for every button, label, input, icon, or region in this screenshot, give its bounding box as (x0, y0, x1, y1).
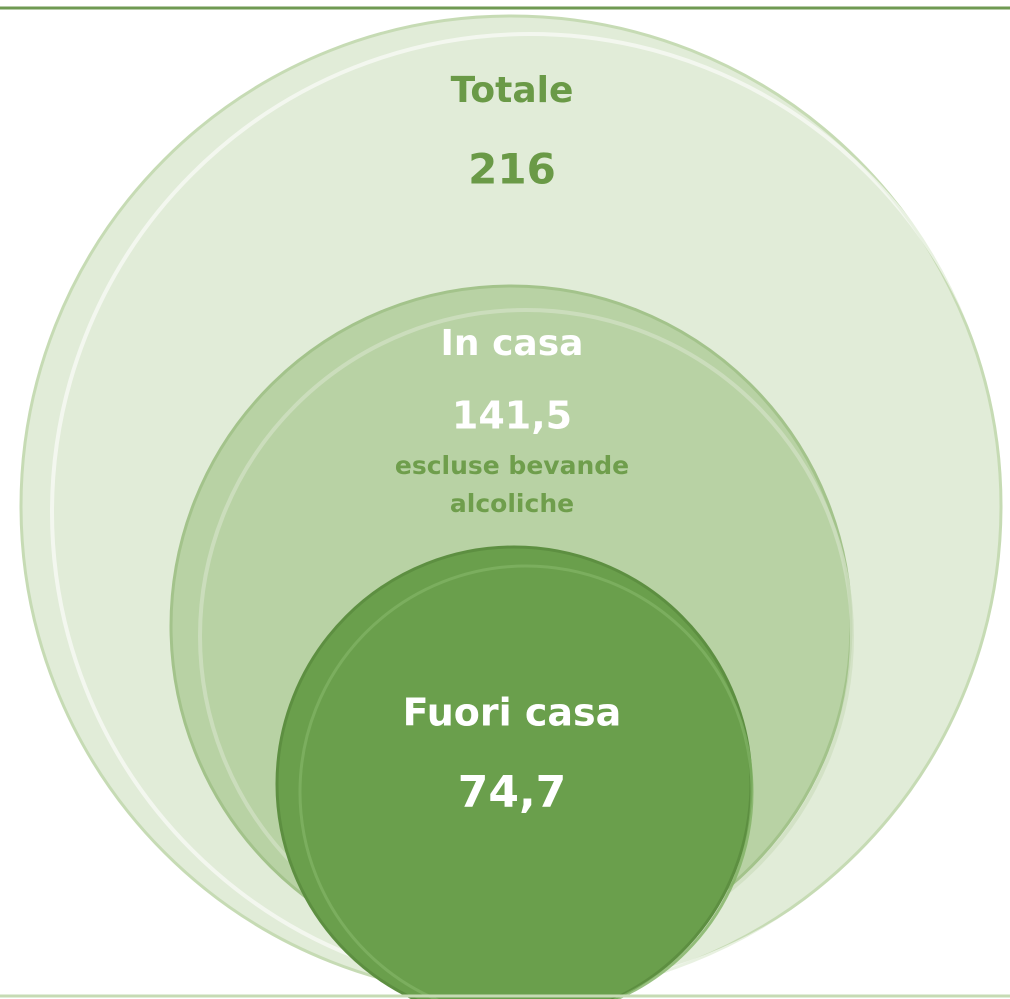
inner-circle-highlight (298, 564, 754, 999)
outer-value: 216 (468, 145, 556, 194)
inner-label: Fuori casa (403, 691, 622, 735)
inner-value: 74,7 (458, 767, 567, 818)
middle-label: In casa (441, 323, 584, 364)
outer-label: Totale (451, 70, 574, 111)
middle-value: 141,5 (452, 394, 572, 438)
middle-note: escluse bevande (395, 451, 629, 480)
middle-note: alcoliche (450, 489, 574, 518)
